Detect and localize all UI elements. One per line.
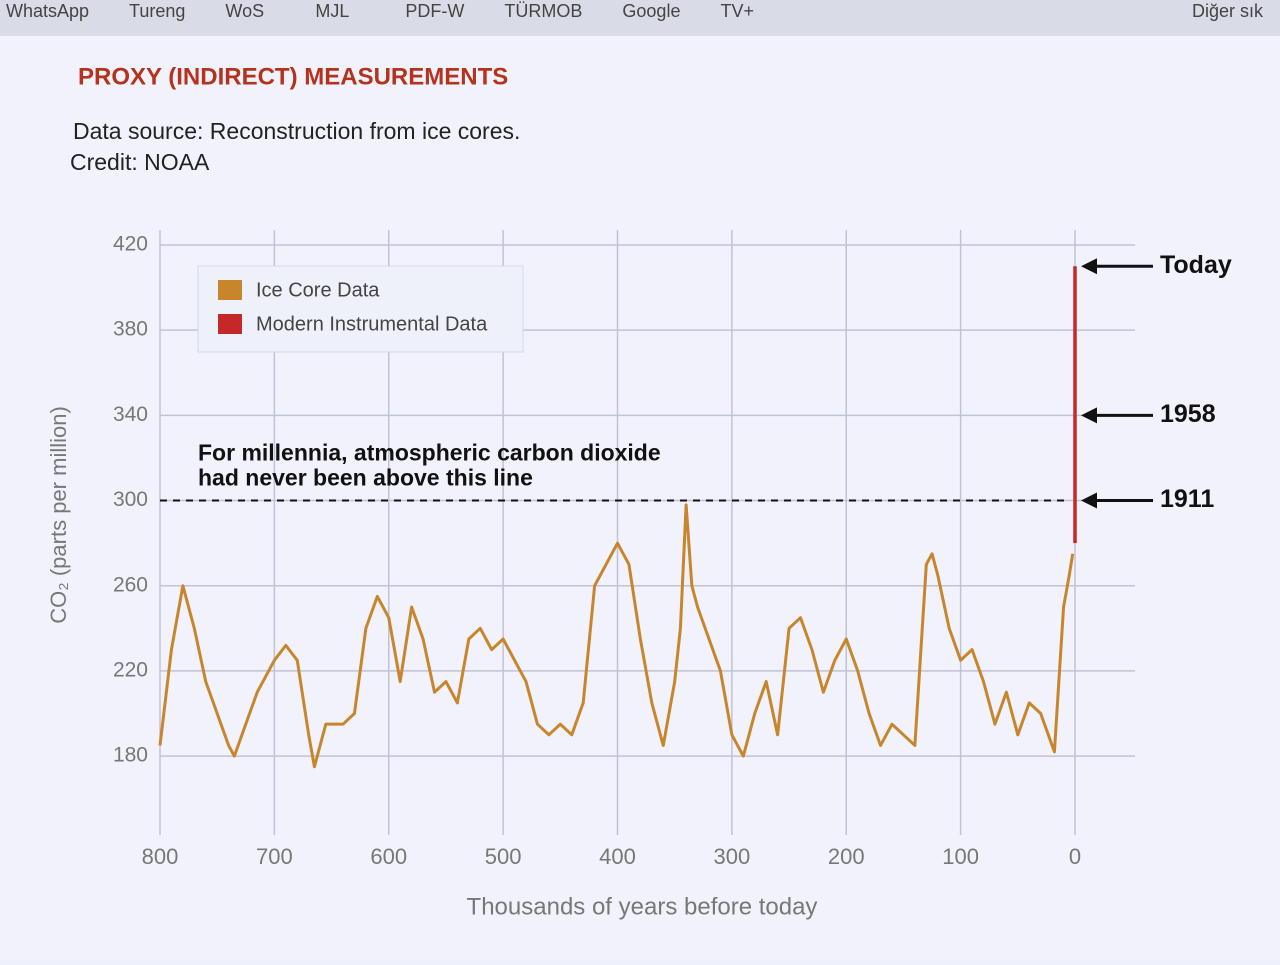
bookmark[interactable]: TV+ [720,1,754,21]
annotation-label: 1911 [1160,485,1214,513]
y-tick-label: 340 [113,403,148,426]
x-tick-label: 800 [142,844,179,869]
arrow-head [1081,407,1097,424]
chart-title: PROXY (INDIRECT) MEASUREMENTS [78,63,508,90]
x-tick-label: 100 [942,844,979,869]
bookmark[interactable]: WhatsApp [6,1,89,21]
x-tick-label: 600 [370,844,407,869]
legend-label: Ice Core Data [256,279,380,301]
legend-box [197,265,524,353]
subtitle: Credit: NOAA [70,149,210,175]
content [0,36,1280,960]
x-tick-label: 300 [714,844,751,869]
y-tick-label: 380 [113,318,148,341]
bookmark[interactable]: PDF-W [405,1,464,21]
x-tick-label: 700 [256,844,293,869]
bookmark[interactable]: MJL [315,1,349,21]
y-tick-label: 260 [113,573,148,596]
threshold-label: For millennia, atmospheric carbon dioxid… [198,440,661,466]
data-line [158,503,1075,769]
y-tick-label: 180 [113,744,148,767]
x-axis-label: Thousands of years before today [467,893,818,920]
y-tick-label: 300 [113,488,148,511]
arrow-head [1081,492,1097,509]
annotation-label: Today [1160,251,1232,279]
x-tick-label: 200 [828,844,865,869]
x-tick-label: 0 [1069,844,1081,869]
y-tick-label: 220 [113,658,148,681]
bookmark[interactable]: Tureng [129,1,185,21]
bookmark[interactable]: Google [622,1,680,21]
annotation-label: 1958 [1160,400,1216,428]
legend-swatch [218,314,242,334]
y-tick-label: 420 [113,233,148,256]
bookmark[interactable]: Diğer sık [1192,1,1264,21]
x-tick-label: 500 [485,844,522,869]
bookmarks-bar [0,0,1280,36]
bookmark[interactable]: TÜRMOB [504,1,582,21]
subtitle: Data source: Reconstruction from ice cor… [73,118,520,144]
arrow-head [1081,258,1097,275]
x-tick-label: 400 [599,844,636,869]
bookmark[interactable]: WoS [225,1,264,21]
y-axis-label: CO₂ (parts per million) [46,406,71,624]
legend-label: Modern Instrumental Data [256,313,488,335]
threshold-label: had never been above this line [198,465,533,491]
legend-swatch [218,280,242,300]
